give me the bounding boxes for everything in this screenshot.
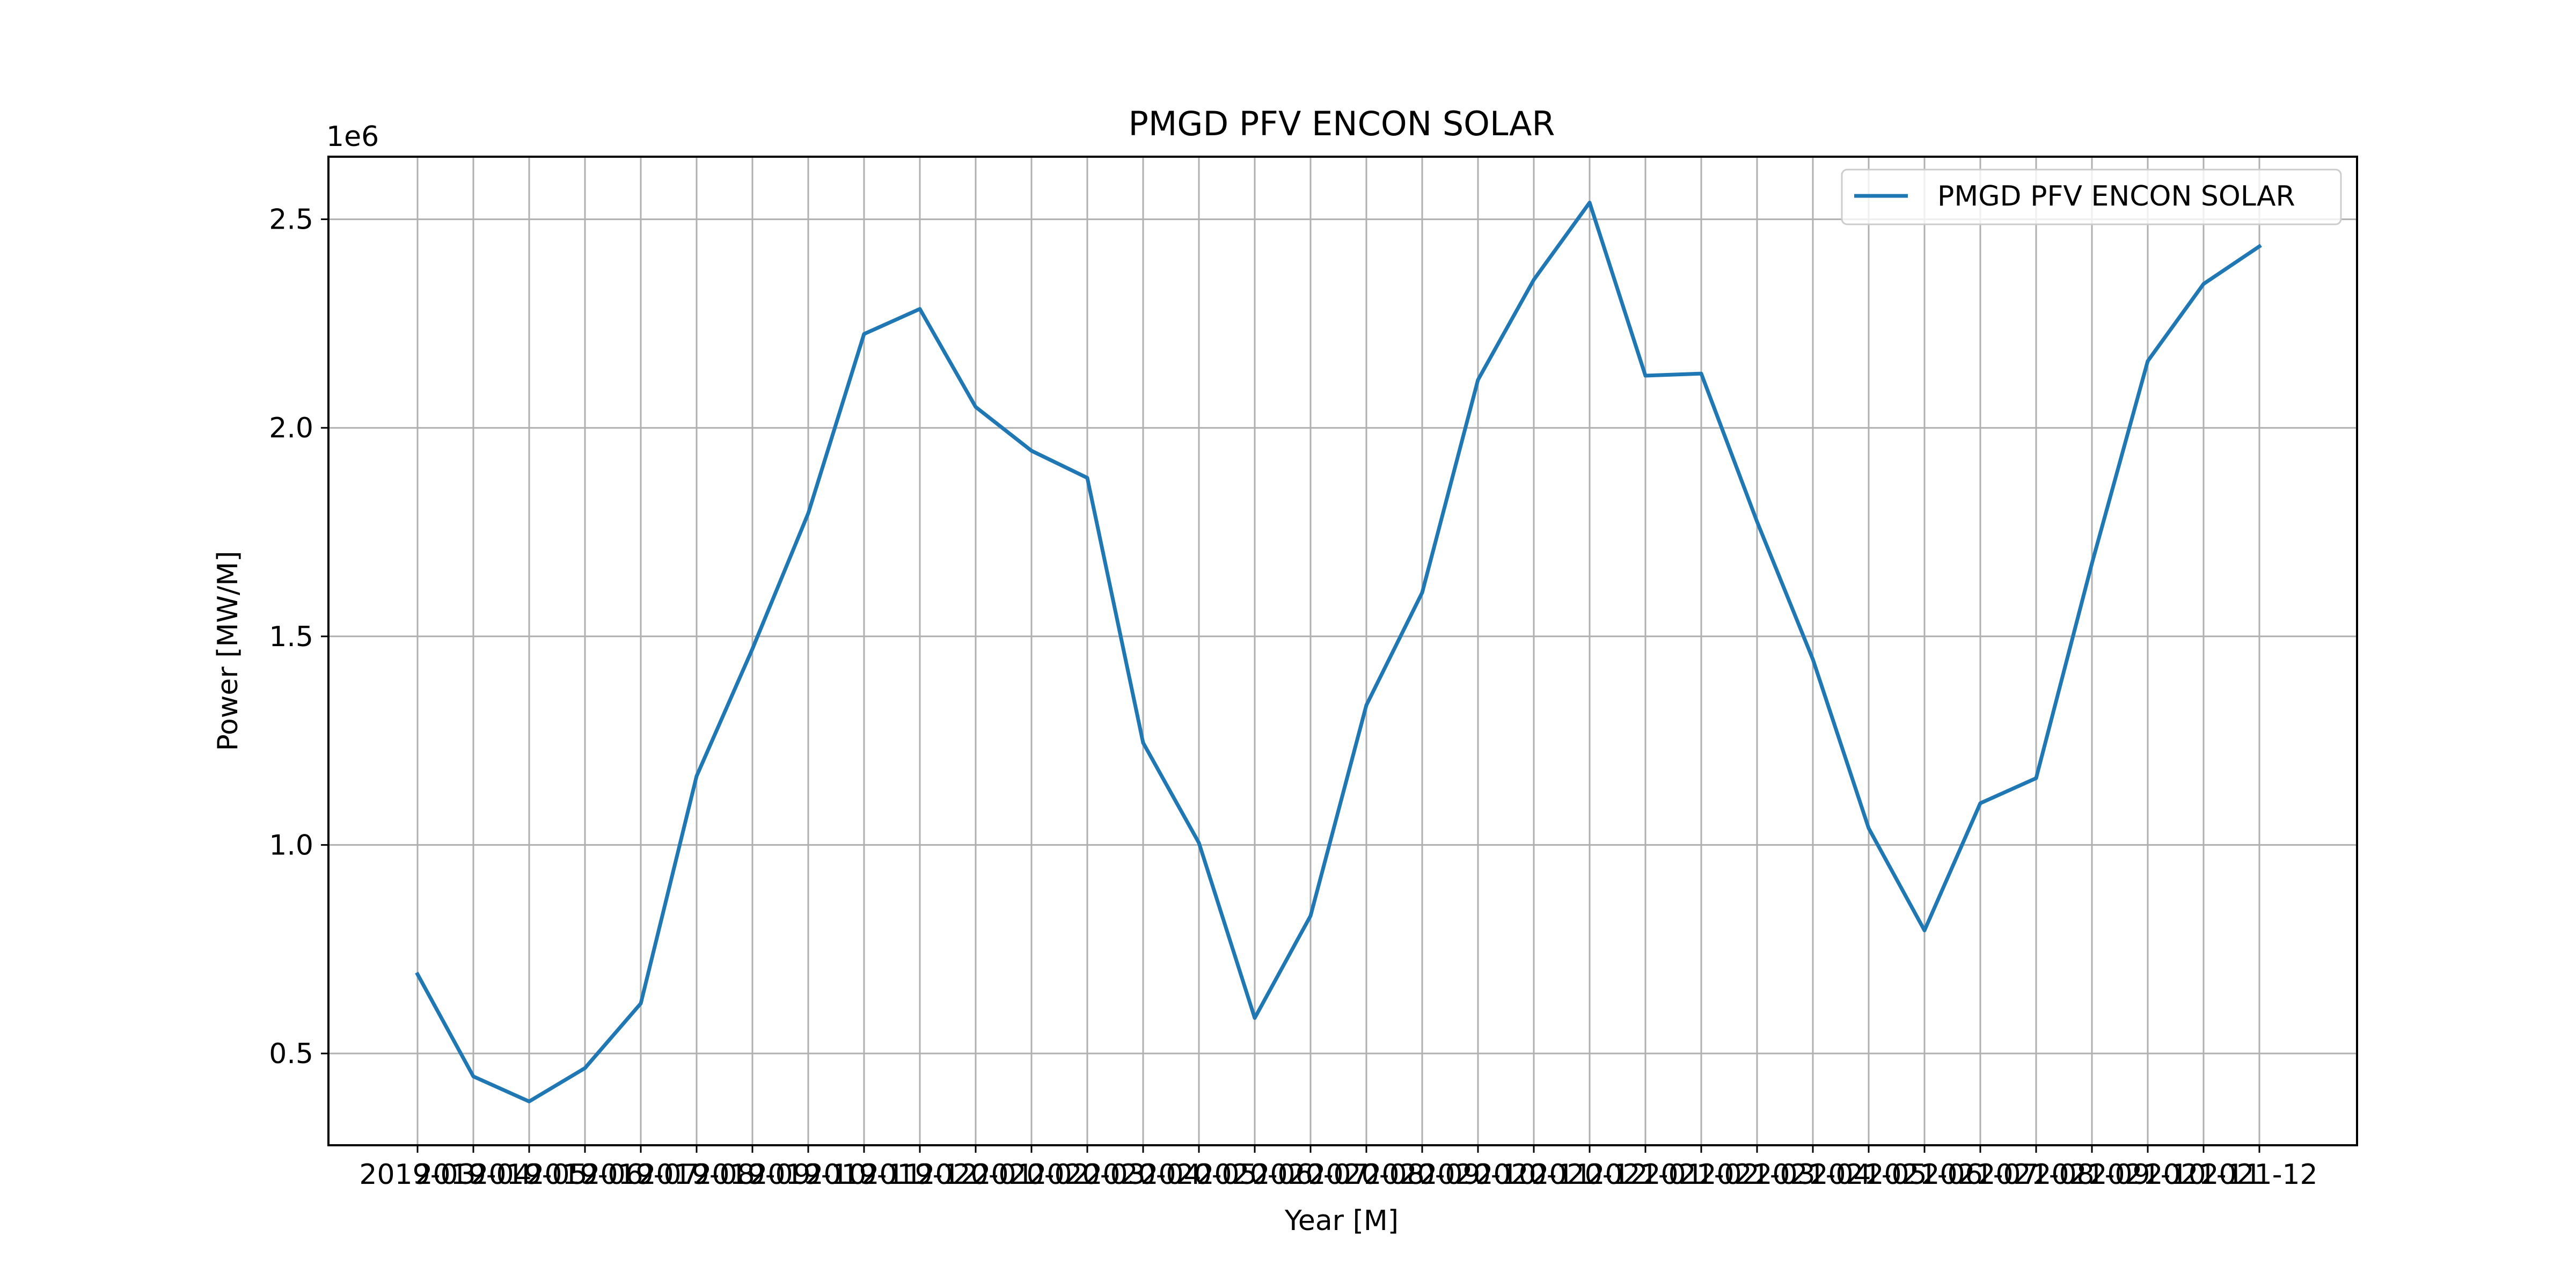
x-tick-label: 2020-01 xyxy=(917,1159,1034,1191)
x-tick-label: 2021-08 xyxy=(1978,1159,2094,1191)
x-tick-label: 2021-07 xyxy=(1922,1159,2038,1191)
data-point xyxy=(1812,659,1813,660)
data-point xyxy=(1701,373,1702,374)
grid xyxy=(328,157,2357,1145)
x-tick-label: 2020-12 xyxy=(1531,1159,1648,1191)
x-tick-label: 2019-12 xyxy=(861,1159,978,1191)
plot-frame xyxy=(327,156,2358,1146)
data-point xyxy=(2259,246,2260,247)
data-point xyxy=(863,333,865,334)
data-point xyxy=(1868,828,1869,829)
x-tick-label: 2019-10 xyxy=(750,1159,866,1191)
x-tick-label: 2021-09 xyxy=(2033,1159,2150,1191)
x-axis: 2019-032019-042019-052019-062019-072019-… xyxy=(359,1145,2318,1191)
y-tick-label: 2.5 xyxy=(269,204,313,236)
y-tick-label: 1.0 xyxy=(269,829,313,861)
data-point xyxy=(2147,361,2148,362)
data-point xyxy=(2091,563,2092,564)
x-tick-label: 2021-11 xyxy=(2145,1159,2262,1191)
data-point xyxy=(1143,742,1144,743)
data-point xyxy=(2036,778,2037,779)
legend-entry: PMGD PFV ENCON SOLAR xyxy=(1937,180,2295,213)
data-point xyxy=(975,406,976,407)
data-point xyxy=(640,1003,641,1004)
x-tick-label: 2019-07 xyxy=(582,1159,699,1191)
x-tick-label: 2019-11 xyxy=(806,1159,922,1191)
legend-box xyxy=(1841,169,2342,225)
data-point xyxy=(1366,705,1367,706)
x-tick-label: 2019-08 xyxy=(638,1159,755,1191)
data-point xyxy=(919,309,920,310)
x-tick-label: 2021-04 xyxy=(1754,1159,1871,1191)
data-point xyxy=(752,648,753,649)
x-tick-label: 2020-02 xyxy=(973,1159,1089,1191)
x-tick-label: 2021-03 xyxy=(1699,1159,1815,1191)
x-tick-label: 2020-04 xyxy=(1085,1159,1201,1191)
legend: PMGD PFV ENCON SOLAR xyxy=(1841,169,2342,225)
x-tick-label: 2020-06 xyxy=(1196,1159,1313,1191)
data-point xyxy=(696,775,697,777)
y-tick-label: 1.5 xyxy=(269,621,313,653)
data-point xyxy=(1757,521,1758,522)
x-tick-label: 2019-06 xyxy=(526,1159,643,1191)
y-offset-label: 1e6 xyxy=(326,121,379,153)
data-point xyxy=(808,513,809,514)
x-tick-label: 2019-05 xyxy=(471,1159,587,1191)
x-tick-label: 2019-04 xyxy=(415,1159,531,1191)
x-tick-label: 2021-05 xyxy=(1810,1159,1927,1191)
x-tick-label: 2021-06 xyxy=(1866,1159,1982,1191)
data-point xyxy=(529,1101,530,1102)
data-point xyxy=(417,974,418,975)
plot-area xyxy=(415,200,2262,1103)
data-point xyxy=(1031,450,1032,451)
data-point xyxy=(1087,477,1088,478)
x-tick-label: 2021-10 xyxy=(2089,1159,2206,1191)
data-point xyxy=(1533,279,1534,280)
y-tick-label: 2.0 xyxy=(269,412,313,444)
x-tick-label: 2019-09 xyxy=(694,1159,810,1191)
x-tick-label: 2021-12 xyxy=(2201,1159,2317,1191)
x-tick-label: 2019-03 xyxy=(359,1159,475,1191)
x-tick-label: 2020-10 xyxy=(1419,1159,1536,1191)
x-tick-label: 2020-05 xyxy=(1140,1159,1257,1191)
y-axis: 0.5 1.0 1.5 2.0 2.5 xyxy=(269,204,328,1070)
data-point xyxy=(1254,1018,1255,1019)
chart-title: PMGD PFV ENCON SOLAR xyxy=(1129,104,1555,143)
data-point xyxy=(1924,930,1925,931)
x-axis-label: Year [M] xyxy=(1284,1205,1399,1237)
y-tick-label: 0.5 xyxy=(269,1038,313,1070)
series-line xyxy=(415,200,2262,1103)
x-tick-label: 2020-07 xyxy=(1252,1159,1368,1191)
data-point xyxy=(1310,916,1311,917)
x-tick-label: 2021-02 xyxy=(1643,1159,1759,1191)
data-point xyxy=(1980,803,1981,804)
data-point xyxy=(1422,592,1423,593)
x-tick-label: 2021-01 xyxy=(1587,1159,1703,1191)
y-axis-label: Power [MW/M] xyxy=(212,551,244,751)
x-tick-label: 2020-11 xyxy=(1475,1159,1592,1191)
x-tick-label: 2020-09 xyxy=(1364,1159,1480,1191)
data-point xyxy=(473,1076,474,1077)
data-point xyxy=(1198,843,1199,844)
data-point xyxy=(2203,283,2204,284)
data-point xyxy=(584,1067,586,1069)
data-point xyxy=(1589,202,1590,203)
x-tick-label: 2020-08 xyxy=(1308,1159,1424,1191)
data-point xyxy=(1477,379,1479,380)
data-point xyxy=(1645,375,1646,376)
x-tick-label: 2020-03 xyxy=(1029,1159,1145,1191)
